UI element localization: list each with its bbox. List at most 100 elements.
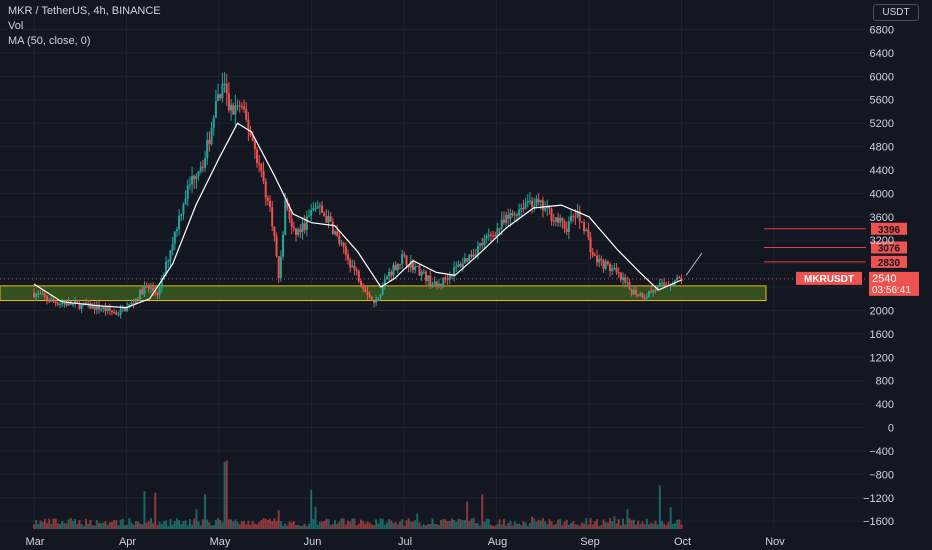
volume-bar [643, 524, 646, 529]
volume-bar [139, 523, 142, 529]
candle-body [537, 198, 540, 203]
volume-indicator-label[interactable]: Vol [8, 20, 24, 32]
volume-bar [325, 518, 328, 529]
candle-body [648, 291, 651, 298]
volume-bar [279, 521, 282, 529]
time-axis[interactable]: Mar Apr May Jun Jul Aug Sep Oct Nov [26, 536, 786, 548]
level-label: 3396 [878, 225, 901, 236]
candle-body [225, 83, 228, 94]
candle-body [388, 271, 391, 277]
candle-body [420, 271, 423, 276]
volume-bar [654, 520, 657, 529]
volume-bar [89, 519, 92, 529]
candle-body [654, 289, 657, 291]
volume-bar [433, 523, 436, 529]
candle-body [483, 238, 486, 246]
volume-bar [152, 523, 155, 529]
candle-body [455, 266, 458, 268]
volume-bar [186, 525, 189, 529]
volume-bar [128, 518, 131, 529]
candle-body [578, 211, 581, 222]
volume-bar [665, 525, 668, 529]
volume-bar [344, 524, 347, 529]
candle-body [95, 304, 98, 310]
volume-bar [353, 518, 356, 529]
volume-bar [518, 523, 521, 529]
candle-body [353, 265, 356, 270]
symbol-title[interactable]: MKR / TetherUS, 4h, BINANCE [8, 5, 161, 17]
candle-body [102, 307, 105, 309]
volume-bar [347, 520, 350, 529]
volume-bar [589, 518, 592, 529]
level-label-box [871, 222, 907, 235]
candle-body [548, 205, 551, 209]
candle-body [184, 198, 187, 205]
candle-body [258, 163, 261, 165]
volume-bar [635, 524, 638, 529]
candle-body [50, 299, 53, 302]
candle-body [347, 254, 350, 260]
volume-bar [93, 525, 96, 529]
candle-body [147, 286, 150, 289]
volume-bar [466, 501, 469, 529]
volume-bar [104, 520, 107, 529]
candle-body [149, 287, 152, 289]
volume-bar [637, 520, 640, 529]
volume-bar [609, 518, 612, 529]
volume-bar [580, 522, 583, 529]
candle-body [611, 268, 614, 272]
price-axis[interactable]: 6800640060005600520048004400400036003200… [863, 24, 894, 528]
volume-bar [258, 522, 261, 529]
ma-indicator-label[interactable]: MA (50, close, 0) [8, 35, 91, 47]
candle-body [407, 265, 410, 268]
candle-body [416, 265, 419, 267]
volume-bar [97, 522, 100, 529]
volume-bar [110, 521, 113, 529]
candle-body [507, 214, 510, 219]
volume-bar [308, 523, 311, 529]
volume-bar [561, 525, 564, 529]
volume-bar [602, 519, 605, 529]
volume-bar [286, 525, 289, 529]
candle-body [78, 302, 81, 309]
volume-bar [221, 522, 224, 529]
candle-body [372, 300, 375, 303]
volume-bar [204, 494, 207, 529]
volume-bar [481, 494, 484, 529]
volume-bar [394, 521, 397, 529]
candle-body [496, 228, 499, 237]
candle-body [299, 229, 302, 233]
volume-bar [297, 524, 300, 529]
currency-unit-badge[interactable]: USDT [873, 4, 919, 21]
volume-bar [74, 518, 77, 529]
volume-bar [63, 522, 66, 529]
candle-body [526, 200, 529, 203]
candle-body [115, 312, 118, 315]
volume-bar [604, 522, 607, 529]
volume-bar [301, 525, 304, 529]
volume-bar [632, 519, 635, 529]
volume-bar [282, 525, 285, 529]
candle-body [362, 285, 365, 289]
candle-body [113, 312, 116, 314]
volume-bar [418, 522, 421, 529]
volume-bar [401, 519, 404, 529]
volume-bar [390, 520, 393, 529]
candle-body [217, 94, 220, 102]
x-tick-label: Oct [674, 536, 691, 548]
candle-body [563, 221, 566, 229]
volume-bar [630, 520, 633, 529]
candle-body [314, 208, 317, 210]
candle-body [82, 302, 85, 305]
price-tag-value: 2540 [872, 273, 896, 285]
volume-bar [403, 525, 406, 529]
volume-bar [95, 519, 98, 529]
candle-body [251, 135, 254, 141]
candle-body [214, 101, 217, 118]
candle-body [383, 279, 386, 286]
candle-body [201, 166, 204, 168]
volume-bar [303, 523, 306, 529]
volume-bar [531, 516, 534, 529]
volume-bar [622, 518, 625, 529]
